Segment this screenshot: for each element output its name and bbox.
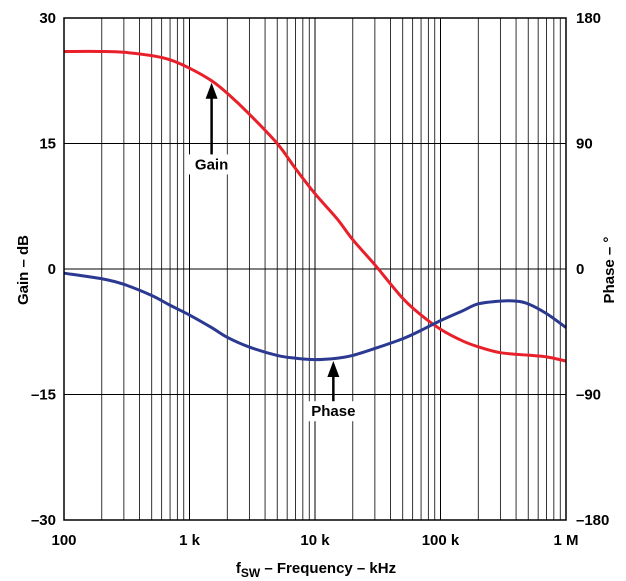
x-tick-label: 100 k: [422, 532, 460, 549]
tick-labels: 100 1 k 10 k 100 k 1 M 30 15 0 –15 –30 180 90 0 –90 –1…: [31, 10, 609, 549]
x-axis-title-main: f: [236, 560, 242, 577]
phase-annotation-label: Phase: [311, 403, 355, 420]
phase-annotation-arrow-head: [327, 360, 340, 377]
y-right-tick-label: –90: [576, 387, 601, 404]
x-tick-label: 1 k: [179, 532, 201, 549]
y-right-tick-label: 180: [576, 10, 601, 27]
grid: [64, 18, 566, 520]
x-axis-title-subscript: SW: [241, 566, 261, 580]
y-right-tick-label: 90: [576, 136, 593, 153]
y-left-tick-label: 0: [48, 261, 56, 278]
y-left-tick-label: 30: [39, 10, 56, 27]
y-right-tick-label: –180: [576, 512, 609, 529]
y-left-axis-title: Gain – dB: [15, 235, 32, 305]
x-tick-label: 1 M: [553, 532, 578, 549]
gain-annotation-arrow-head: [205, 82, 218, 99]
x-axis-title-rest: – Frequency – kHz: [260, 560, 396, 577]
gain-series-line: [63, 49, 567, 363]
plot-frame: [63, 17, 567, 521]
series-group: [63, 49, 567, 363]
phase-annotation-box: [305, 401, 361, 422]
x-tick-label: 10 k: [300, 532, 330, 549]
x-tick-label: 100: [51, 532, 76, 549]
y-right-axis-title: Phase – °: [601, 237, 618, 304]
y-right-tick-label: 0: [576, 261, 584, 278]
y-left-tick-label: 15: [39, 136, 56, 153]
y-left-tick-label: –15: [31, 387, 56, 404]
x-axis-title: fSW – Frequency – kHz: [236, 560, 396, 580]
gain-annotation-box: [188, 154, 235, 175]
annotations: Gain Phase: [188, 82, 361, 422]
y-left-tick-label: –30: [31, 512, 56, 529]
phase-series-line: [63, 271, 567, 362]
gain-annotation-label: Gain: [195, 156, 228, 173]
